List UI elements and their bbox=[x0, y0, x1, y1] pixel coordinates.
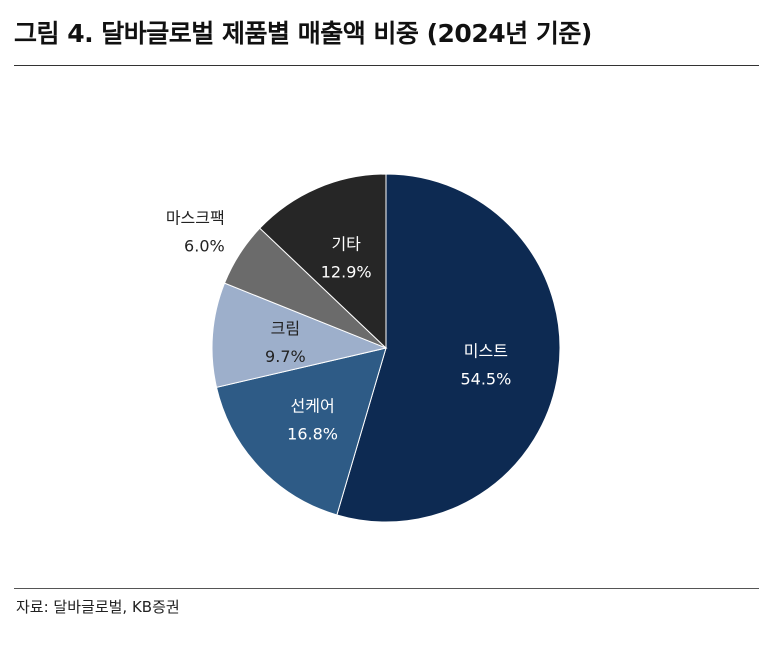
chart-title: 그림 4. 달바글로벌 제품별 매출액 비중 (2024년 기준) bbox=[14, 19, 592, 48]
footer-divider bbox=[14, 588, 759, 589]
pie-slice-1 bbox=[215, 347, 387, 516]
slice-value-label-2: 9.7% bbox=[265, 347, 306, 366]
slice-value-label-0: 54.5% bbox=[460, 369, 511, 388]
slice-value-label-3: 6.0% bbox=[184, 237, 225, 256]
slice-label-3: 마스크팩 bbox=[166, 209, 225, 228]
source-note: 자료: 달바글로벌, KB증권 bbox=[16, 598, 180, 616]
slice-label-0: 미스트 bbox=[464, 341, 508, 360]
pie-slice-4 bbox=[259, 173, 387, 350]
pie-slice-0 bbox=[336, 173, 561, 523]
slice-value-label-1: 16.8% bbox=[287, 424, 338, 443]
slice-label-2: 크림 bbox=[271, 319, 300, 338]
title-divider bbox=[14, 65, 759, 66]
slice-label-4: 기타 bbox=[331, 234, 361, 253]
pie-slice-2 bbox=[211, 282, 388, 388]
slice-label-1: 선케어 bbox=[291, 396, 335, 415]
slice-value-label-4: 12.9% bbox=[321, 262, 372, 281]
